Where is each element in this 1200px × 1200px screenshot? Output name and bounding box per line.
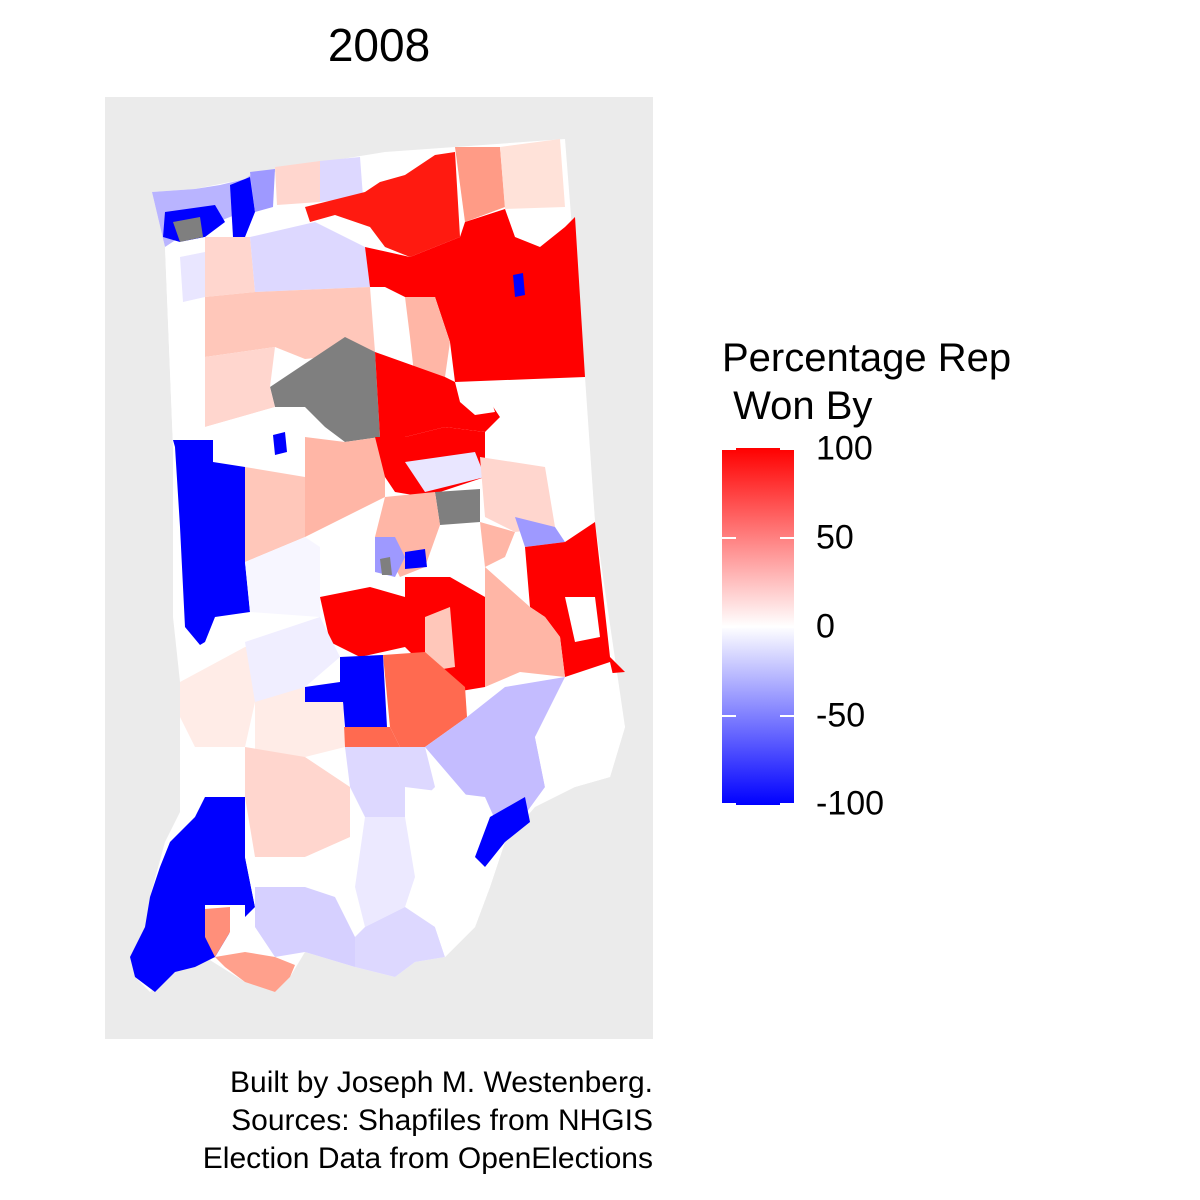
- district-region: [320, 587, 405, 657]
- district-region: [305, 655, 387, 727]
- legend-tick-mark: [722, 448, 736, 450]
- district-region: [405, 549, 427, 569]
- district-region: [425, 607, 455, 672]
- district-region: [320, 157, 363, 202]
- district-region: [173, 217, 203, 242]
- district-region: [485, 567, 565, 687]
- legend-tick-label: -100: [816, 784, 885, 823]
- district-region: [480, 457, 555, 532]
- district-region: [380, 557, 392, 575]
- legend-tick-label: 100: [816, 429, 873, 468]
- district-region: [480, 522, 515, 567]
- district-region: [245, 537, 320, 617]
- legend-tick-mark: [722, 626, 736, 628]
- district-region: [513, 273, 525, 297]
- district-region: [173, 440, 250, 645]
- district-region: [205, 347, 275, 427]
- district-region: [270, 337, 380, 442]
- district-region: [435, 489, 480, 525]
- legend-tick-mark: [722, 803, 736, 805]
- district-region: [455, 382, 495, 415]
- district-region: [250, 169, 275, 212]
- district-region: [375, 352, 500, 442]
- caption-line: Sources: Shapfiles from NHGIS: [231, 1104, 653, 1137]
- map-panel: [105, 97, 653, 1039]
- district-region: [173, 407, 305, 477]
- indiana-district-map: [130, 139, 625, 992]
- legend-tick-mark: [780, 715, 794, 717]
- district-region: [255, 887, 355, 967]
- district-region: [565, 597, 600, 642]
- district-region: [365, 209, 585, 382]
- district-region: [245, 747, 350, 857]
- district-region: [490, 377, 595, 527]
- district-region: [535, 662, 625, 787]
- district-region: [205, 907, 230, 957]
- district-region: [275, 161, 320, 205]
- legend-tick-label: 50: [816, 518, 854, 557]
- district-region: [305, 152, 460, 257]
- legend-tick-mark: [780, 803, 794, 805]
- caption: Built by Joseph M. Westenberg. Sources: …: [203, 1064, 653, 1178]
- caption-line: Built by Joseph M. Westenberg.: [230, 1066, 653, 1099]
- district-region: [230, 177, 255, 237]
- district-region: [355, 907, 445, 977]
- district-region: [255, 702, 345, 762]
- district-region: [405, 297, 450, 382]
- district-region: [500, 139, 565, 209]
- legend-tick-mark: [722, 537, 736, 539]
- district-region: [305, 437, 385, 537]
- legend-tick-mark: [780, 448, 794, 450]
- district-region: [475, 797, 530, 867]
- legend-tick-mark: [722, 715, 736, 717]
- district-region: [215, 952, 295, 992]
- district-region: [435, 857, 485, 957]
- district-region: [130, 797, 255, 992]
- district-region: [245, 617, 340, 702]
- legend-tick-mark: [780, 626, 794, 628]
- legend-tick-label: 0: [816, 607, 835, 646]
- district-region: [383, 652, 467, 757]
- district-region: [250, 222, 370, 292]
- caption-line: Election Data from OpenElections: [202, 1142, 653, 1175]
- district-region: [205, 237, 255, 297]
- district-region: [180, 252, 205, 302]
- district-region: [273, 432, 287, 455]
- legend-title: Percentage Rep Won By: [722, 336, 1012, 428]
- district-region: [455, 147, 505, 222]
- district-region: [425, 677, 575, 842]
- map-title: 2008: [327, 19, 431, 71]
- district-region: [245, 467, 305, 562]
- legend-tick-label: -50: [816, 696, 866, 735]
- district-region: [205, 287, 375, 359]
- district-region: [405, 452, 485, 492]
- legend-tick-mark: [780, 537, 794, 539]
- district-region: [515, 517, 565, 547]
- district-region: [355, 817, 415, 927]
